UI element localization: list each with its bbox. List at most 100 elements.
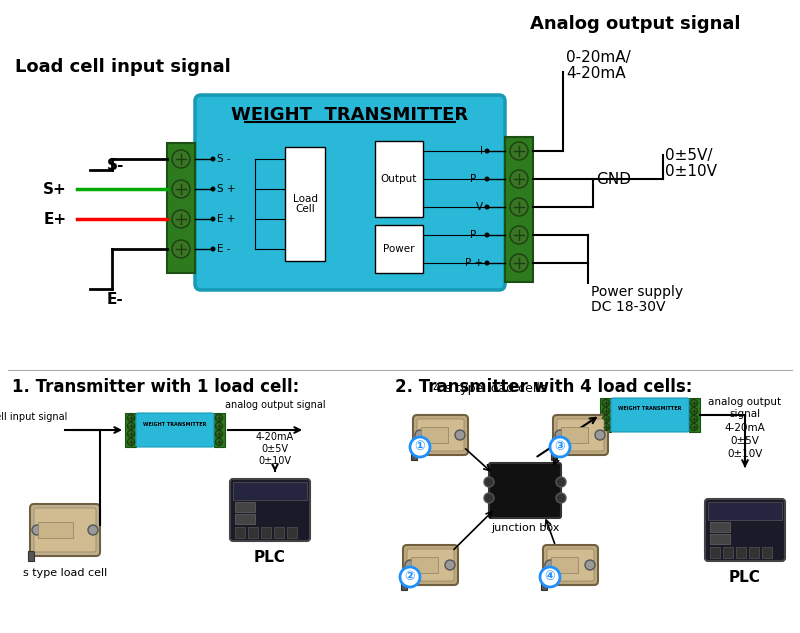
Text: WEIGHT TRANSMITTER: WEIGHT TRANSMITTER: [143, 422, 206, 427]
Circle shape: [510, 142, 528, 160]
Text: 0±5V: 0±5V: [262, 444, 289, 454]
Text: Analog output signal: Analog output signal: [530, 15, 741, 33]
Text: ④: ④: [545, 570, 555, 584]
Circle shape: [585, 560, 595, 570]
Text: analog output
signal: analog output signal: [709, 397, 782, 418]
FancyBboxPatch shape: [407, 549, 454, 581]
FancyBboxPatch shape: [557, 419, 604, 451]
Bar: [274, 527, 284, 538]
Bar: [285, 147, 325, 261]
Text: DC 18-30V: DC 18-30V: [591, 300, 666, 314]
Circle shape: [215, 415, 222, 422]
FancyBboxPatch shape: [230, 479, 310, 541]
Circle shape: [602, 399, 610, 406]
Text: S-: S-: [107, 158, 124, 173]
Bar: [235, 502, 255, 512]
Text: junction box: junction box: [491, 523, 559, 533]
Bar: [749, 547, 759, 558]
Text: S +: S +: [217, 184, 235, 194]
Circle shape: [595, 430, 605, 440]
FancyBboxPatch shape: [417, 419, 464, 451]
Bar: [233, 482, 307, 500]
Circle shape: [172, 180, 190, 198]
Circle shape: [400, 567, 420, 587]
Circle shape: [215, 430, 222, 437]
Text: S+: S+: [43, 182, 67, 196]
FancyBboxPatch shape: [403, 545, 458, 585]
Bar: [167, 143, 195, 273]
Text: 4 s type load cells: 4 s type load cells: [434, 382, 546, 395]
Circle shape: [550, 437, 570, 457]
Circle shape: [484, 493, 494, 503]
Circle shape: [210, 246, 215, 251]
Text: 4-20mA: 4-20mA: [256, 432, 294, 442]
Text: GND: GND: [596, 172, 631, 187]
Text: 0-20mA/: 0-20mA/: [566, 50, 630, 65]
Text: E +: E +: [217, 214, 235, 224]
Bar: [125, 413, 136, 447]
Bar: [561, 427, 588, 443]
Text: P -: P -: [470, 174, 483, 184]
Text: E+: E+: [44, 211, 67, 227]
Circle shape: [690, 423, 698, 430]
Text: P +: P +: [465, 258, 483, 268]
FancyBboxPatch shape: [136, 413, 214, 447]
Circle shape: [485, 232, 490, 237]
Bar: [287, 527, 297, 538]
Text: Cell: Cell: [295, 204, 315, 214]
Bar: [541, 580, 547, 590]
Text: WEIGHT  TRANSMITTER: WEIGHT TRANSMITTER: [231, 106, 469, 124]
Circle shape: [510, 254, 528, 272]
Bar: [261, 527, 271, 538]
Text: E-: E-: [107, 292, 124, 306]
Circle shape: [127, 430, 134, 437]
FancyBboxPatch shape: [195, 95, 505, 290]
Bar: [235, 514, 255, 524]
Circle shape: [545, 560, 555, 570]
Circle shape: [215, 439, 222, 446]
Circle shape: [556, 477, 566, 487]
Text: s type load cell: s type load cell: [23, 568, 107, 578]
Circle shape: [215, 422, 222, 430]
Circle shape: [602, 415, 610, 422]
Circle shape: [540, 567, 560, 587]
Text: 0±5V: 0±5V: [730, 436, 759, 446]
Bar: [375, 225, 423, 273]
Bar: [708, 502, 782, 520]
Circle shape: [210, 187, 215, 192]
Text: 0±10V: 0±10V: [258, 456, 291, 466]
Circle shape: [485, 204, 490, 210]
Circle shape: [172, 210, 190, 228]
Bar: [710, 522, 730, 532]
FancyBboxPatch shape: [34, 508, 96, 552]
Text: Load cell input signal: Load cell input signal: [15, 58, 230, 76]
Bar: [710, 547, 720, 558]
Circle shape: [172, 150, 190, 168]
Text: PLC: PLC: [729, 570, 761, 585]
Text: 2. Transmitter with 4 load cells:: 2. Transmitter with 4 load cells:: [395, 378, 692, 396]
Circle shape: [210, 156, 215, 161]
Text: ②: ②: [405, 570, 415, 584]
Bar: [375, 141, 423, 217]
Text: Output: Output: [381, 174, 417, 184]
Circle shape: [690, 415, 698, 422]
Text: P -: P -: [470, 230, 483, 240]
Text: 4-20mA: 4-20mA: [725, 423, 766, 433]
Bar: [411, 450, 417, 460]
Text: I: I: [480, 146, 483, 156]
Circle shape: [602, 408, 610, 415]
Circle shape: [415, 430, 425, 440]
Circle shape: [690, 399, 698, 406]
Bar: [710, 534, 730, 544]
Text: 0±5V/: 0±5V/: [665, 148, 713, 163]
Bar: [551, 450, 557, 460]
Bar: [38, 522, 73, 538]
Circle shape: [510, 198, 528, 216]
Text: 0±10V: 0±10V: [665, 164, 717, 179]
Text: ③: ③: [554, 441, 566, 453]
Bar: [28, 551, 34, 561]
Circle shape: [455, 430, 465, 440]
Circle shape: [510, 226, 528, 244]
Circle shape: [445, 560, 455, 570]
Text: Power supply: Power supply: [591, 285, 683, 299]
